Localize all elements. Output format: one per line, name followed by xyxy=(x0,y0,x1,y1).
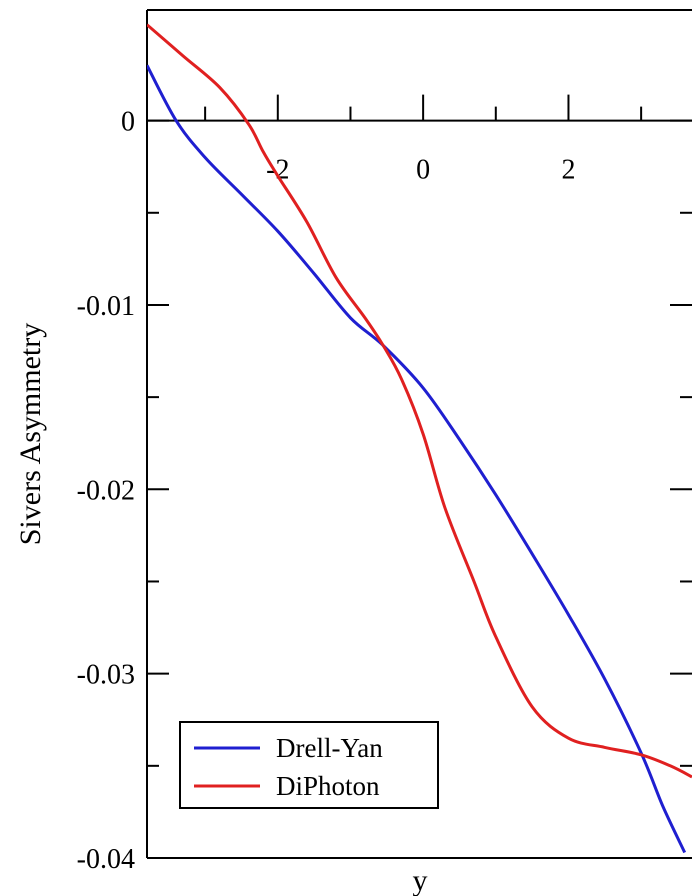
series-line-drell-yan xyxy=(147,64,687,854)
legend-box xyxy=(179,721,439,809)
x-tick-label: -2 xyxy=(266,155,289,186)
legend-label-drell-yan: Drell-Yan xyxy=(276,733,383,763)
y-tick-label: -0.04 xyxy=(77,844,135,875)
legend-label-diphoton: DiPhoton xyxy=(276,771,380,801)
x-tick-label: 2 xyxy=(561,155,575,186)
y-axis-title: Sivers Asymmetry xyxy=(14,323,47,546)
x-axis-title: y xyxy=(413,864,428,896)
x-tick-label: 0 xyxy=(416,155,430,186)
y-tick-label: -0.01 xyxy=(77,291,135,322)
y-tick-label: -0.02 xyxy=(77,475,135,506)
y-tick-label: 0 xyxy=(121,107,135,138)
series-line-diphoton xyxy=(147,23,692,779)
y-tick-label: -0.03 xyxy=(77,660,135,691)
